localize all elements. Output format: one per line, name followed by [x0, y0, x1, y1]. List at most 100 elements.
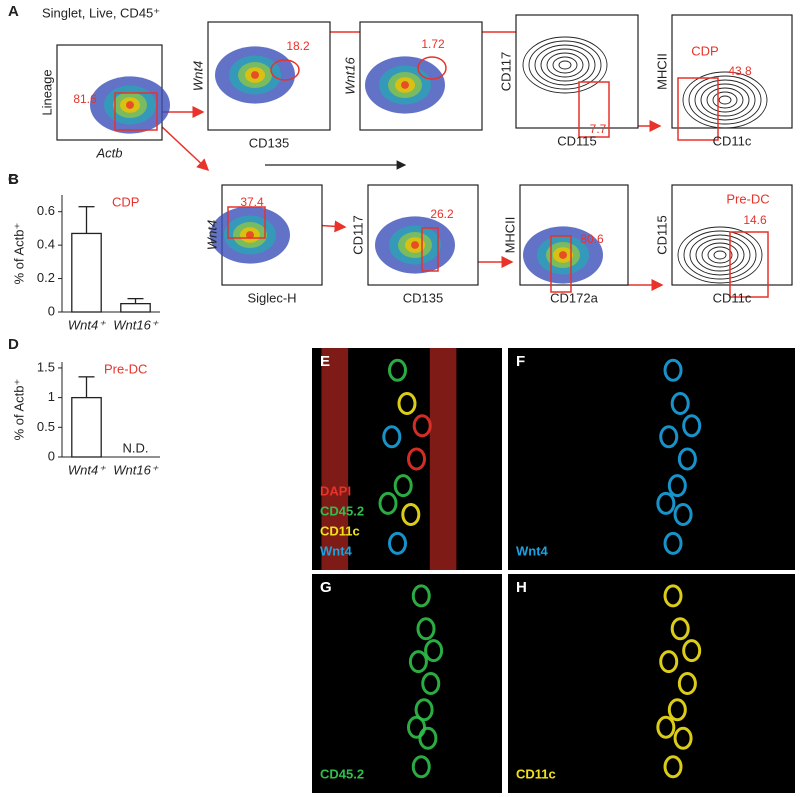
cell: [418, 726, 438, 750]
y-tick-label: 1.5: [37, 359, 55, 374]
cell: [663, 584, 683, 608]
plot-frame: [515, 14, 639, 129]
contour: [558, 60, 572, 70]
contour: [700, 83, 750, 117]
gate-value: 37.4: [240, 195, 264, 209]
gate: [729, 231, 769, 298]
contour: [546, 52, 584, 78]
error-bar: [127, 297, 144, 304]
density-blob: [401, 81, 409, 89]
cell: [388, 531, 407, 555]
cell: [414, 698, 434, 722]
cell: [663, 755, 683, 779]
gate: [270, 59, 300, 81]
y-tick-label: 0.6: [37, 203, 55, 218]
cell: [382, 425, 402, 449]
error-bar: [78, 376, 95, 398]
cell: [421, 672, 441, 695]
gate-value: 1.72: [421, 37, 445, 51]
cell: [682, 414, 702, 438]
cell: [407, 447, 426, 471]
gate: [114, 92, 158, 131]
y-tick-label: 0.5: [37, 419, 55, 434]
chart-title: CDP: [112, 194, 139, 209]
value-label: N.D.: [123, 440, 149, 455]
contour: [694, 79, 756, 121]
cell: [663, 531, 683, 555]
contour: [688, 75, 762, 125]
cell: [388, 358, 407, 382]
contour: [528, 40, 602, 90]
stain-label: CD11c: [320, 523, 360, 538]
stain-label: Wnt4: [320, 543, 353, 558]
tissue: [429, 348, 457, 570]
stain-label: CD45.2: [320, 766, 364, 781]
cell: [677, 672, 697, 695]
contour: [701, 242, 739, 268]
y-tick-label: 0.4: [37, 237, 55, 252]
panel-label: H: [516, 579, 527, 596]
y-axis-label: CD115: [654, 215, 669, 255]
y-axis-label: % of Actb⁺: [11, 223, 26, 285]
contour: [522, 36, 608, 94]
panel-label: E: [320, 353, 330, 370]
image: [312, 574, 502, 793]
y-axis-label: % of Actb⁺: [11, 379, 26, 441]
contour: [695, 238, 745, 272]
density-blob: [251, 71, 259, 79]
y-axis-label: CD117: [498, 52, 513, 92]
x-axis-label: CD135: [249, 135, 289, 150]
panel-label: C: [8, 171, 19, 188]
contour: [683, 230, 757, 280]
cell: [670, 392, 690, 415]
gate-value: 18.2: [286, 39, 310, 53]
bar: [120, 302, 151, 313]
contour: [712, 91, 738, 109]
x-tick-label: Wnt4⁺: [68, 462, 106, 477]
cell: [673, 726, 693, 750]
contour: [718, 95, 732, 105]
gate-value: 80.6: [580, 232, 604, 246]
bar: [71, 396, 102, 458]
x-tick-label: Wnt16⁺: [113, 462, 159, 477]
x-axis-label: CD115: [557, 133, 597, 148]
density-blob: [559, 251, 567, 259]
gate: [578, 81, 610, 138]
y-axis-label: Wnt16: [342, 56, 357, 94]
y-axis-label: CD117: [350, 215, 365, 255]
contour: [534, 44, 596, 86]
y-tick-label: 0.2: [37, 270, 55, 285]
x-tick-label: Wnt4⁺: [68, 317, 106, 332]
bar: [71, 232, 102, 313]
plot-title: CDP: [691, 43, 718, 58]
density-blob: [126, 101, 134, 109]
gate: [550, 235, 572, 293]
cell: [408, 650, 428, 674]
gate: [677, 77, 719, 141]
y-tick-label: 0: [48, 448, 55, 463]
y-tick-label: 0: [48, 303, 55, 318]
gate: [227, 206, 266, 239]
stain-label: CD45.2: [320, 503, 364, 518]
x-axis-label: CD135: [403, 290, 443, 305]
density-blob: [411, 241, 419, 249]
cell: [673, 503, 693, 526]
x-axis-label: CD11c: [713, 133, 752, 148]
y-axis-label: Lineage: [39, 69, 54, 115]
y-axis-label: MHCII: [502, 217, 517, 254]
cell: [667, 698, 687, 722]
chart-title: Pre-DC: [104, 361, 147, 376]
panel-label: A: [8, 3, 19, 20]
plot-title: Pre-DC: [726, 191, 769, 206]
cell: [656, 491, 676, 515]
y-axis-label: MHCII: [654, 53, 669, 90]
header: Singlet, Live, CD45⁺: [42, 5, 160, 20]
stain-label: CD11c: [516, 766, 556, 781]
gate-value: 81.6: [73, 92, 97, 106]
cell: [412, 414, 432, 438]
image: [508, 348, 795, 570]
stain-label: Wnt4: [516, 543, 549, 558]
panel-label: F: [516, 353, 525, 370]
cell: [659, 650, 679, 674]
